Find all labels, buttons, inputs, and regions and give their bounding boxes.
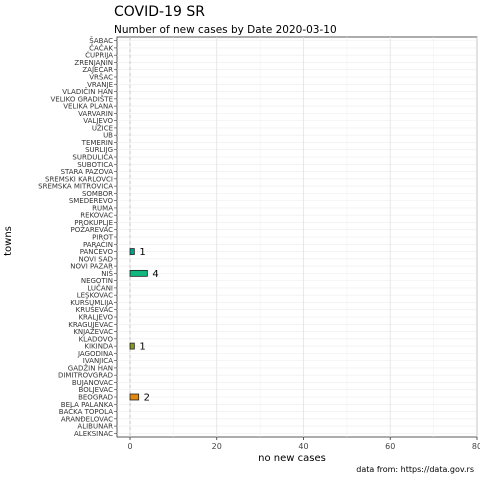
data-label: 1 (139, 342, 145, 353)
y-tick-label: UŽICE (92, 123, 113, 132)
chart-title: COVID-19 SR (114, 4, 205, 20)
y-tick-label: LUČANI (87, 283, 113, 292)
y-tick-label: REKOVAC (80, 212, 113, 220)
y-tick-label: PANČEVO (80, 247, 114, 256)
bar (129, 269, 148, 277)
data-label: 2 (144, 393, 150, 404)
caption: data from: https://data.gov.rs (356, 465, 474, 474)
plot-area: 0 20 40 60 80 ŠABACČAČAKĆUPRIJAZRENJANINZAJEČ… (38, 36, 480, 451)
y-tick-label: VELIKA PLANA (63, 103, 113, 111)
y-tick-label: KRAGUJEVAC (68, 321, 113, 329)
y-tick-label: POŽAREVAC (71, 225, 114, 234)
y-tick-label: BAČKA TOPOLA (59, 407, 113, 416)
y-axis-label: towns (3, 226, 14, 256)
y-tick-label: NOVI PAZAR (70, 263, 113, 271)
y-tick-label: PROKUPLJE (74, 219, 113, 227)
y-tick-label: GADŽIN HAN (68, 363, 113, 372)
y-tick-label: SOMBOR (82, 190, 113, 198)
bar (129, 248, 135, 255)
y-tick-label: BOLJEVAC (79, 386, 114, 394)
x-tick-label: 0 (127, 442, 132, 451)
y-tick-label: PARAĆIN (83, 240, 113, 249)
y-tick-label: KIKINDA (84, 343, 113, 351)
y-tick-label: KNJAŽEVAC (73, 327, 113, 336)
chart-subtitle: Number of new cases by Date 2020-03-10 (114, 24, 337, 36)
y-tick-label: ALIBUNAR (77, 423, 113, 431)
y-tick-label: BUJANOVAC (72, 379, 113, 387)
y-tick-label: SUBOTICA (77, 161, 113, 169)
y-tick-label: NIŠ (101, 269, 113, 278)
data-label: 1 (139, 247, 145, 258)
y-tick-label: RUMA (92, 204, 113, 212)
data-label: 4 (152, 269, 158, 280)
x-tick-label: 40 (298, 442, 308, 451)
x-axis-label: no new cases (258, 453, 326, 464)
bar (129, 393, 140, 401)
y-tick-label: JAGODINA (77, 350, 113, 358)
y-tick-label: KRUŠEVAC (76, 305, 113, 314)
y-tick-label: ĆUPRIJA (85, 51, 113, 60)
y-tick-label: KURŠUMLIJA (70, 298, 113, 307)
y-tick-label: KRALJEVO (78, 314, 113, 322)
y-tick-label: VRANJE (87, 81, 113, 89)
y-tick-label: SREMSKI KARLOVCI (45, 175, 113, 183)
y-tick-label: SREMSKA MITROVICA (38, 183, 113, 191)
y-tick-label: ALEKSINAC (74, 430, 113, 438)
y-tick-label: VRŠAC (89, 73, 113, 82)
y-tick-label: LESKOVAC (77, 292, 113, 300)
y-tick-label: ZAJEČAR (82, 65, 113, 74)
y-tick-label: STARA PAZOVA (61, 168, 114, 176)
y-tick-label: KLADOVO (79, 335, 114, 343)
y-tick-label: PIROT (92, 234, 114, 242)
y-tick-label: NEGOTIN (81, 277, 113, 285)
y-tick-label: SURDULICA (72, 154, 113, 162)
x-tick-label: 80 (472, 442, 480, 451)
y-tick-label: VELIKO GRADIŠTE (50, 94, 113, 103)
y-tick-label: BELA PALANKA (61, 401, 113, 409)
y-tick-label: VARVARIN (78, 110, 113, 118)
y-tick-label: UB (103, 132, 113, 140)
bar (129, 342, 135, 350)
x-tick-label: 20 (212, 442, 222, 451)
y-tick-label: ŠABAC (89, 36, 113, 45)
y-tick-label: ČAČAK (89, 43, 113, 52)
y-tick-label: SMEDEREVO (69, 197, 114, 205)
y-tick-label: IVANJICA (83, 357, 113, 365)
y-tick-label: VLADIČIN HAN (62, 87, 113, 96)
y-tick-label: TEMERIN (81, 139, 113, 147)
y-tick-label: NOVI SAD (79, 255, 113, 263)
x-tick-label: 60 (385, 442, 395, 451)
y-tick-label: DIMITROVGRAD (58, 372, 113, 380)
y-tick-label: ARANĐELOVAC (61, 415, 113, 423)
y-tick-label: BEOGRAD (78, 394, 113, 402)
y-tick-label: ZRENJANIN (74, 59, 113, 67)
y-tick-label: VALJEVO (83, 117, 113, 125)
y-tick-label: SURLIJG (85, 146, 113, 154)
